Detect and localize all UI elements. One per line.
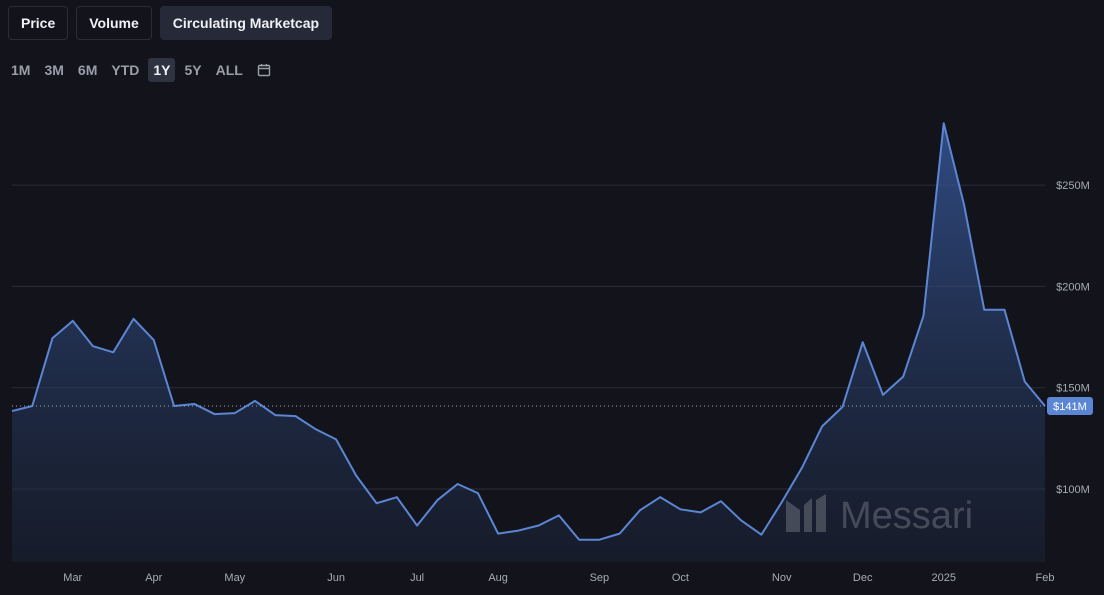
- x-tick-label: May: [224, 572, 245, 584]
- metric-tab[interactable]: Price: [8, 6, 69, 40]
- x-tick-label: Jun: [327, 572, 345, 584]
- y-tick-label: $150M: [1056, 383, 1090, 395]
- range-button[interactable]: YTD: [111, 62, 140, 78]
- x-tick-label: Dec: [853, 572, 873, 584]
- x-tick-label: 2025: [931, 572, 955, 584]
- metric-tab[interactable]: Volume: [76, 6, 152, 40]
- range-selector: 1M 3M 6M YTD 1Y 5Y ALL: [6, 58, 276, 82]
- area: [12, 123, 1045, 562]
- x-tick-label: Jul: [410, 572, 424, 584]
- range-button[interactable]: ALL: [215, 62, 243, 78]
- x-tick-label: Apr: [145, 572, 162, 584]
- range-button[interactable]: 3M: [44, 62, 64, 78]
- x-tick-label: Aug: [488, 572, 508, 584]
- y-tick-label: $200M: [1056, 281, 1090, 293]
- range-button[interactable]: 5Y: [184, 62, 202, 78]
- range-button[interactable]: 6M: [77, 62, 98, 78]
- x-tick-label: Mar: [63, 572, 82, 584]
- x-tick-label: Nov: [772, 572, 792, 584]
- watermark: Messari: [840, 495, 973, 537]
- y-tick-label: $250M: [1056, 180, 1090, 192]
- calendar-button[interactable]: [252, 58, 276, 82]
- metric-tabs: Price Volume Circulating Marketcap: [8, 6, 333, 40]
- range-button[interactable]: 1M: [11, 62, 31, 78]
- calendar-icon: [257, 64, 271, 77]
- current-value-label: $141M: [1053, 401, 1087, 413]
- metric-tab[interactable]: Circulating Marketcap: [159, 6, 333, 40]
- x-tick-label: Oct: [672, 572, 689, 584]
- x-tick-label: Sep: [590, 572, 610, 584]
- current-value-badge: [1047, 396, 1093, 415]
- line: [11, 122, 1046, 541]
- x-tick-label: Feb: [1036, 572, 1055, 584]
- y-tick-label: $100M: [1056, 484, 1090, 496]
- range-button[interactable]: 1Y: [148, 58, 176, 82]
- watermark-logo: [786, 494, 826, 532]
